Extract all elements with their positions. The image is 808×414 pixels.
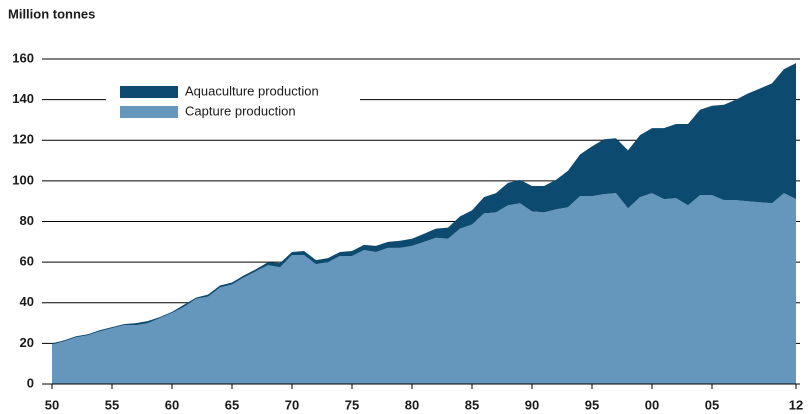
legend-label: Capture production — [185, 103, 296, 118]
x-tick-label: 70 — [285, 397, 299, 412]
legend-label: Aquaculture production — [185, 83, 319, 98]
area — [52, 193, 796, 384]
legend-swatch — [120, 106, 178, 118]
x-tick-label: 65 — [225, 397, 239, 412]
y-tick-label: 140 — [12, 91, 34, 106]
x-tick-label: 90 — [525, 397, 539, 412]
y-tick-label: 160 — [12, 50, 34, 65]
x-tick-label: 60 — [165, 397, 179, 412]
y-tick-label: 40 — [20, 294, 34, 309]
x-tick-label: 00 — [645, 397, 659, 412]
x-tick-label: 85 — [465, 397, 479, 412]
y-tick-label: 0 — [27, 375, 34, 390]
y-tick-label: 60 — [20, 254, 34, 269]
x-tick-label: 95 — [585, 397, 599, 412]
x-tick-label: 80 — [405, 397, 419, 412]
x-tick-label: 50 — [45, 397, 59, 412]
legend-swatch — [120, 86, 178, 98]
y-tick-label: 20 — [20, 335, 34, 350]
x-tick-label: 55 — [105, 397, 119, 412]
x-tick-label: 05 — [705, 397, 719, 412]
y-tick-label: 100 — [12, 172, 34, 187]
y-tick-label: 120 — [12, 132, 34, 147]
x-tick-label: 12 — [789, 397, 803, 412]
y-tick-label: 80 — [20, 213, 34, 228]
x-tick-label: 75 — [345, 397, 359, 412]
y-axis-title: Million tonnes — [8, 6, 95, 21]
